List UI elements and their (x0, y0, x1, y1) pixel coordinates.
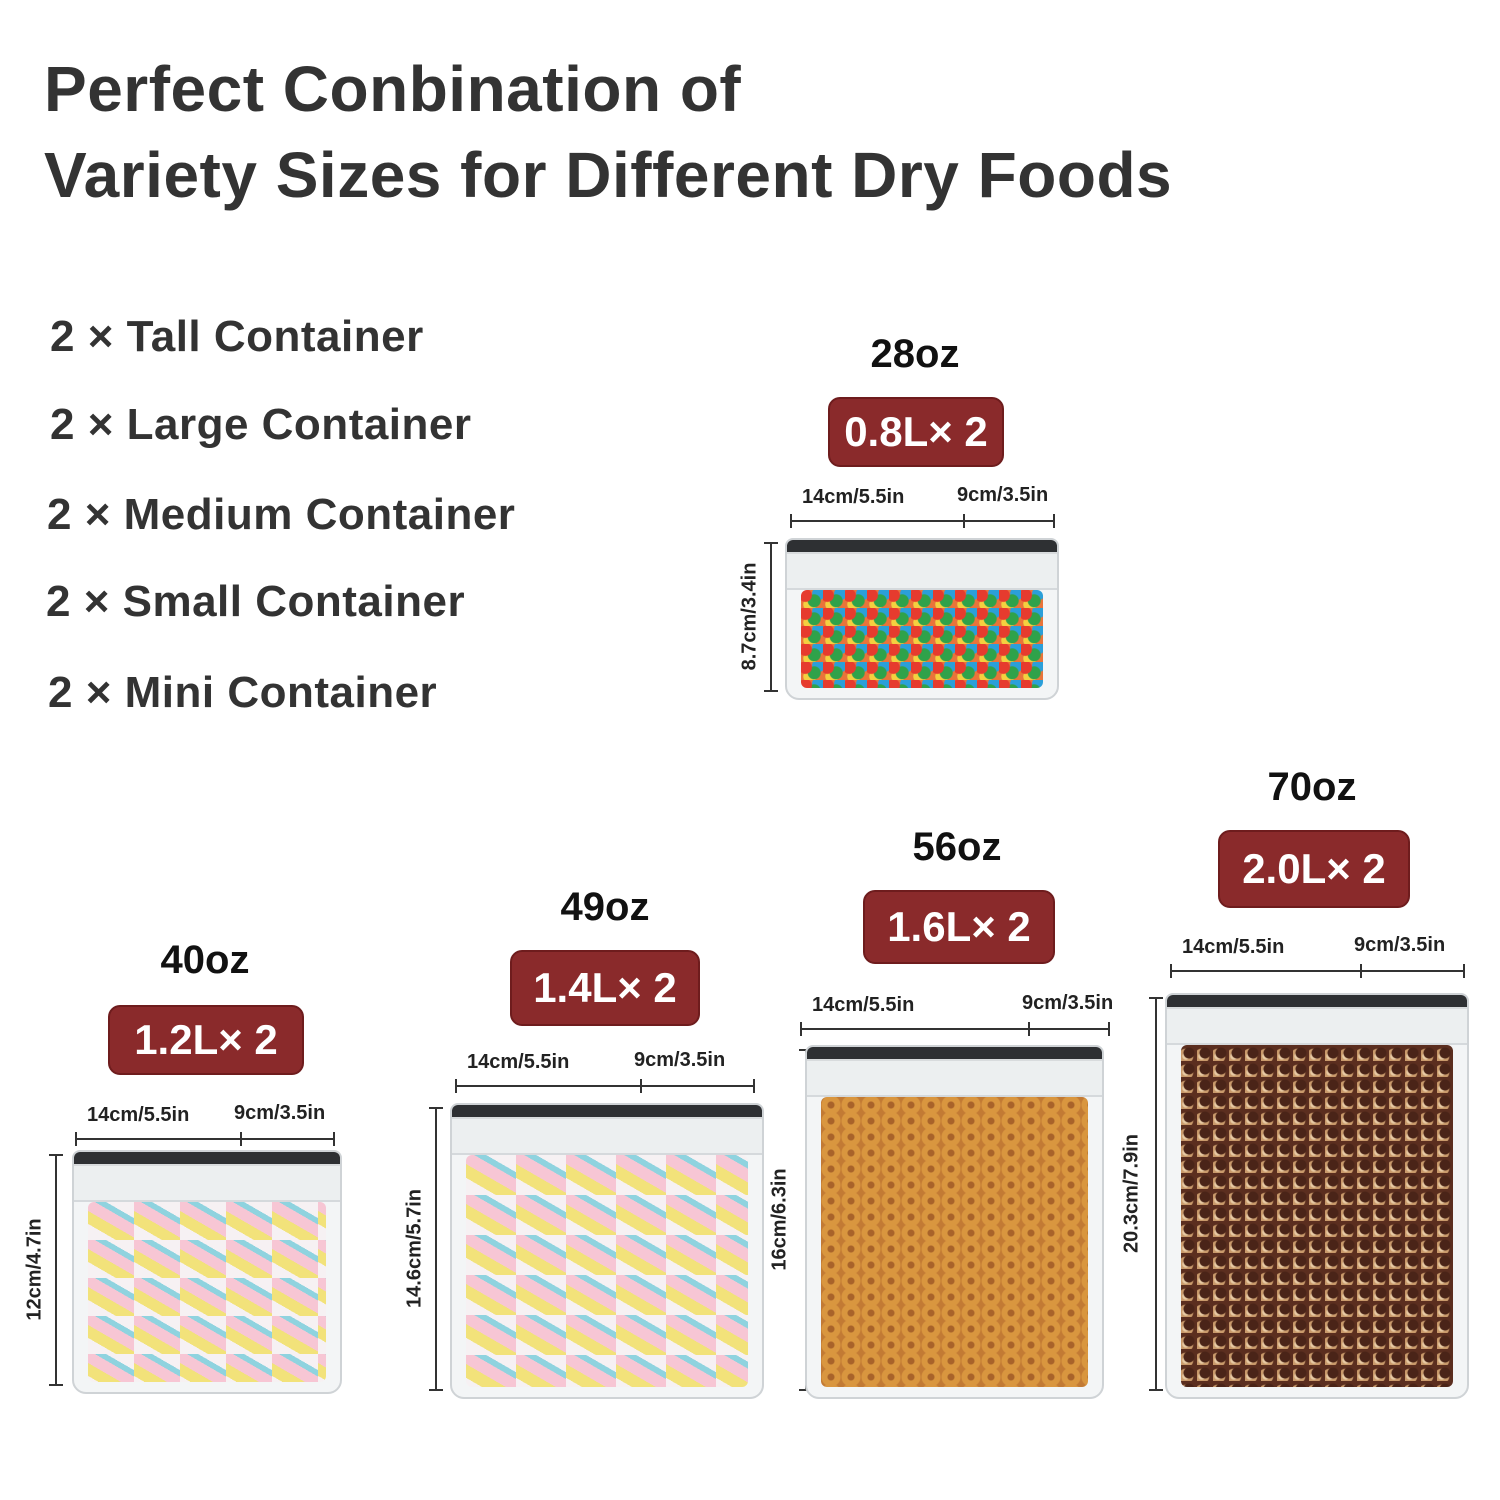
container-lid (807, 1047, 1102, 1061)
container-contents-image (821, 1097, 1088, 1387)
width-dimension-label: 14cm/5.5in (87, 1104, 190, 1126)
capacity-liters-badge: 1.2L× 2 (108, 1005, 304, 1075)
depth-dimension-label: 9cm/3.5in (1022, 992, 1114, 1014)
set-list-item: 2 × Small Container (46, 577, 466, 626)
width-dimension-line (790, 514, 1055, 528)
depth-dimension-label: 9cm/3.5in (1354, 934, 1446, 956)
container-lid (787, 540, 1057, 554)
depth-dimension-label: 9cm/3.5in (234, 1102, 326, 1124)
capacity-liters-badge: 0.8L× 2 (828, 397, 1004, 467)
capacity-liters-badge: 2.0L× 2 (1218, 830, 1410, 908)
height-dimension-line (1149, 997, 1163, 1391)
width-dimension-label: 14cm/5.5in (802, 486, 905, 508)
dimension-divider-tick (963, 514, 965, 528)
set-list-item: 2 × Medium Container (47, 490, 516, 539)
capacity-oz-label: 49oz (560, 885, 650, 929)
height-dimension-label: 16cm/6.3in (768, 1168, 791, 1271)
height-dimension-label: 14.6cm/5.7in (403, 1189, 426, 1308)
lid-latch-band (787, 552, 1057, 590)
food-storage-container (805, 1045, 1104, 1399)
height-dimension-line (49, 1154, 63, 1386)
food-storage-container (450, 1103, 764, 1399)
container-lid (74, 1152, 340, 1166)
height-dimension-label: 8.7cm/3.4in (738, 562, 761, 671)
width-dimension-line (1170, 964, 1465, 978)
width-dimension-label: 14cm/5.5in (467, 1051, 570, 1073)
capacity-oz-label: 40oz (160, 938, 250, 982)
lid-latch-band (807, 1059, 1102, 1097)
container-lid (1167, 995, 1467, 1009)
dimension-divider-tick (1028, 1022, 1030, 1036)
headline-line-1: Perfect Conbination of (44, 53, 742, 125)
height-dimension-line (429, 1107, 443, 1391)
width-dimension-line (75, 1132, 335, 1146)
container-contents-image (1181, 1045, 1453, 1387)
dimension-divider-tick (1360, 964, 1362, 978)
set-list-item: 2 × Tall Container (50, 312, 424, 361)
width-dimension-label: 14cm/5.5in (812, 994, 915, 1016)
lid-latch-band (452, 1117, 762, 1155)
headline-line-2: Variety Sizes for Different Dry Foods (44, 139, 1173, 211)
capacity-liters-badge: 1.4L× 2 (510, 950, 700, 1026)
height-dimension-label: 20.3cm/7.9in (1120, 1134, 1143, 1253)
food-storage-container (1165, 993, 1469, 1399)
dimension-divider-tick (640, 1079, 642, 1093)
set-list-item: 2 × Mini Container (48, 668, 438, 717)
width-dimension-line (800, 1022, 1110, 1036)
dimension-divider-tick (240, 1132, 242, 1146)
width-dimension-line (455, 1079, 755, 1093)
container-contents-image (466, 1155, 748, 1387)
set-list-item: 2 × Large Container (50, 400, 472, 449)
container-contents-image (88, 1202, 326, 1382)
capacity-liters-badge: 1.6L× 2 (863, 890, 1055, 964)
food-storage-container (72, 1150, 342, 1394)
depth-dimension-label: 9cm/3.5in (634, 1049, 726, 1071)
capacity-oz-label: 28oz (870, 332, 960, 376)
food-storage-container (785, 538, 1059, 700)
width-dimension-label: 14cm/5.5in (1182, 936, 1285, 958)
depth-dimension-label: 9cm/3.5in (957, 484, 1049, 506)
height-dimension-line (764, 542, 778, 692)
height-dimension-label: 12cm/4.7in (23, 1218, 46, 1321)
capacity-oz-label: 56oz (912, 825, 1002, 869)
lid-latch-band (74, 1164, 340, 1202)
container-lid (452, 1105, 762, 1119)
container-contents-image (801, 590, 1043, 688)
lid-latch-band (1167, 1007, 1467, 1045)
capacity-oz-label: 70oz (1267, 765, 1357, 809)
